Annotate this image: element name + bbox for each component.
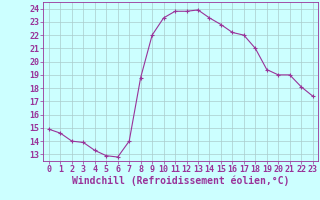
X-axis label: Windchill (Refroidissement éolien,°C): Windchill (Refroidissement éolien,°C) (72, 176, 290, 186)
